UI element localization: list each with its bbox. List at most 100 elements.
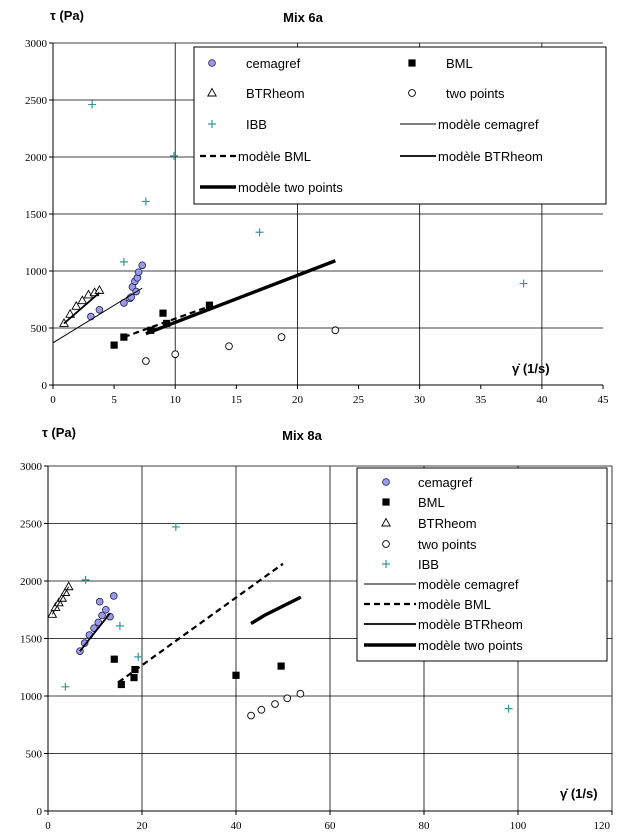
- point-cemagref: [95, 305, 104, 314]
- x-tick-label: 30: [414, 394, 426, 406]
- y-tick-label: 2000: [20, 576, 43, 588]
- line-m_bml: [123, 305, 210, 339]
- point-cemagref: [87, 312, 95, 321]
- legend: cemagref BML BTRheom two points IBB modèle ce…: [356, 467, 608, 662]
- point-ibb: [81, 575, 90, 584]
- legend-label-ibb: IBB: [246, 117, 267, 132]
- x-tick-label: 20: [137, 820, 149, 832]
- series-cemagref: [76, 592, 118, 655]
- line-m_cemagref: [52, 287, 143, 344]
- point-bml: [277, 662, 285, 670]
- point-ibb: [88, 100, 97, 109]
- point-bml: [117, 680, 125, 689]
- point-bml: [110, 341, 118, 349]
- x-tick-label: 60: [325, 820, 337, 832]
- y-tick-label: 0: [42, 380, 48, 392]
- point-btrheom: [94, 284, 105, 294]
- x-tick-label: 35: [475, 394, 487, 406]
- point-bml: [163, 319, 171, 328]
- point-two_points: [331, 326, 340, 335]
- series-m_btrheom: [63, 291, 101, 325]
- y-tick-label: 1000: [25, 266, 48, 278]
- point-ibb: [171, 522, 180, 531]
- y-tick-label: 2500: [20, 519, 43, 531]
- chart-mix-8a: Mix 8a τ (Pa) 0 500 1000 1500 2000 2500 3000 0 20 4…: [20, 425, 613, 832]
- x-tick-label: 10: [170, 394, 182, 406]
- x-tick-label: 25: [353, 394, 365, 406]
- point-ibb: [141, 197, 150, 206]
- legend-box: [356, 467, 608, 662]
- legend-marker-two_points: [382, 540, 390, 548]
- legend-label-m_btrheom: modèle BTRheom: [418, 617, 523, 632]
- x-tick-label: 20: [292, 394, 304, 406]
- line-m_two_points: [145, 259, 336, 336]
- x-axis-label: γ̇ (1/s): [560, 786, 598, 801]
- legend-label-m_btrheom: modèle BTRheom: [438, 149, 543, 164]
- point-btrheom: [63, 581, 74, 591]
- point-ibb: [61, 682, 70, 691]
- point-cemagref: [102, 605, 110, 614]
- point-two_points: [225, 342, 233, 351]
- point-cemagref: [95, 597, 104, 606]
- x-axis-label: γ̇ (1/s): [512, 361, 550, 376]
- legend-marker-btrheom: [207, 87, 217, 97]
- legend-label-m_cemagref: modèle cemagref: [418, 577, 519, 592]
- line-m_two_points: [250, 595, 302, 626]
- legend-label-bml: BML: [446, 56, 473, 71]
- point-bml: [205, 301, 214, 309]
- legend-label-m_cemagref: modèle cemagref: [438, 117, 539, 132]
- legend-marker-two_points: [408, 89, 416, 97]
- line-m_btrheom: [79, 612, 111, 652]
- series-ibb: [61, 522, 513, 713]
- legend-label-ibb: IBB: [418, 557, 439, 572]
- y-tick-label: 3000: [20, 461, 43, 473]
- point-two_points: [283, 694, 292, 703]
- x-tick-label: 0: [50, 394, 56, 406]
- y-tick-label: 1500: [20, 634, 43, 646]
- x-tick-label: 80: [419, 820, 431, 832]
- point-ibb: [119, 257, 128, 266]
- y-tick-label: 1000: [20, 691, 43, 703]
- y-tick-label: 500: [26, 749, 43, 761]
- point-btrheom: [71, 300, 82, 310]
- point-two_points: [296, 689, 305, 698]
- point-btrheom: [77, 295, 88, 305]
- legend-label-cemagref: cemagref: [418, 475, 473, 490]
- point-two_points: [247, 711, 255, 720]
- legend-label-cemagref: cemagref: [246, 56, 301, 71]
- line-m_btrheom: [63, 291, 101, 325]
- point-btrheom: [50, 602, 61, 611]
- legend-marker-cemagref: [208, 59, 216, 67]
- legend-marker-ibb: [208, 120, 216, 128]
- series-m_cemagref: [51, 586, 70, 615]
- point-ibb: [519, 279, 528, 288]
- legend: cemagref BML BTRheom two points IBB modèle ce…: [193, 46, 607, 205]
- chart-mix-6a: Mix 6a τ (Pa) 0 500 1000 1500 2000 2500 3000 0 5 10…: [25, 8, 609, 406]
- line-m_cemagref: [51, 586, 70, 615]
- point-two_points: [142, 357, 150, 365]
- y-tick-label: 2500: [25, 95, 48, 107]
- legend-marker-bml: [382, 498, 390, 506]
- y-tick-label: 1500: [25, 209, 48, 221]
- y-axis-label: τ (Pa): [42, 425, 76, 440]
- series-two_points: [142, 326, 340, 365]
- point-bml: [232, 671, 240, 679]
- point-two_points: [277, 333, 286, 341]
- point-bml: [130, 674, 138, 682]
- series-two_points: [247, 689, 305, 720]
- y-tick-label: 3000: [25, 38, 48, 50]
- x-tick-label: 15: [231, 394, 243, 406]
- x-tick-label: 5: [111, 394, 117, 406]
- legend-label-m_bml: modèle BML: [238, 149, 311, 164]
- legend-label-m_two_points: modèle two points: [238, 180, 343, 195]
- series-m_two_points: [250, 595, 302, 626]
- legend-label-bml: BML: [418, 495, 445, 510]
- legend-label-btrheom: BTRheom: [246, 86, 305, 101]
- legend-marker-btrheom: [381, 517, 391, 527]
- legend-label-m_two_points: modèle two points: [418, 638, 523, 653]
- y-tick-label: 500: [31, 323, 48, 335]
- chart-title: Mix 6a: [283, 10, 324, 25]
- point-two_points: [257, 705, 266, 714]
- point-ibb: [504, 704, 513, 713]
- legend-label-two_points: two points: [418, 537, 477, 552]
